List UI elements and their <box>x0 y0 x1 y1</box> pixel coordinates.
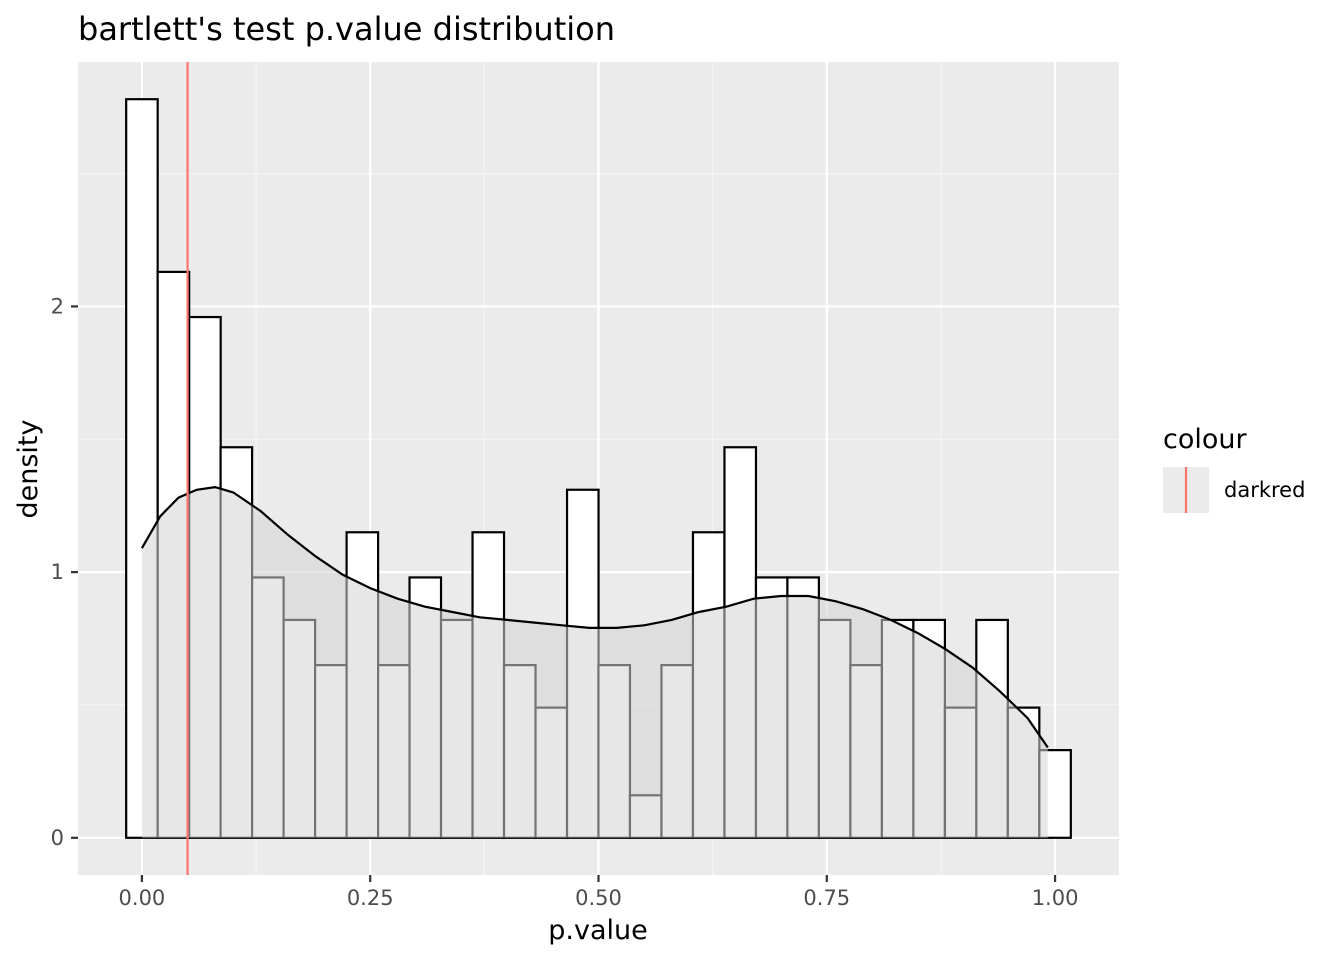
x-axis-title: p.value <box>548 915 647 946</box>
x-tick-label: 0.00 <box>119 886 166 910</box>
density-line <box>140 485 1049 749</box>
legend-label: darkred <box>1224 478 1305 502</box>
density-area <box>141 487 1048 838</box>
x-tick-label: 0.25 <box>347 886 394 910</box>
y-axis-title: density <box>13 419 44 518</box>
x-tick-label: 1.00 <box>1032 886 1079 910</box>
x-tick-label: 0.50 <box>575 886 622 910</box>
y-tick-label: 1 <box>51 560 64 584</box>
y-axis-ticks: 0 1 2 <box>51 294 78 850</box>
chart-title: bartlett's test p.value distribution <box>78 10 615 48</box>
legend: colour darkred <box>1163 424 1305 513</box>
legend-title: colour <box>1163 424 1247 455</box>
y-tick-label: 2 <box>51 294 64 318</box>
x-tick-label: 0.75 <box>803 886 850 910</box>
y-tick-label: 0 <box>51 826 64 850</box>
x-axis-ticks: 0.00 0.25 0.50 0.75 1.00 <box>119 875 1079 910</box>
